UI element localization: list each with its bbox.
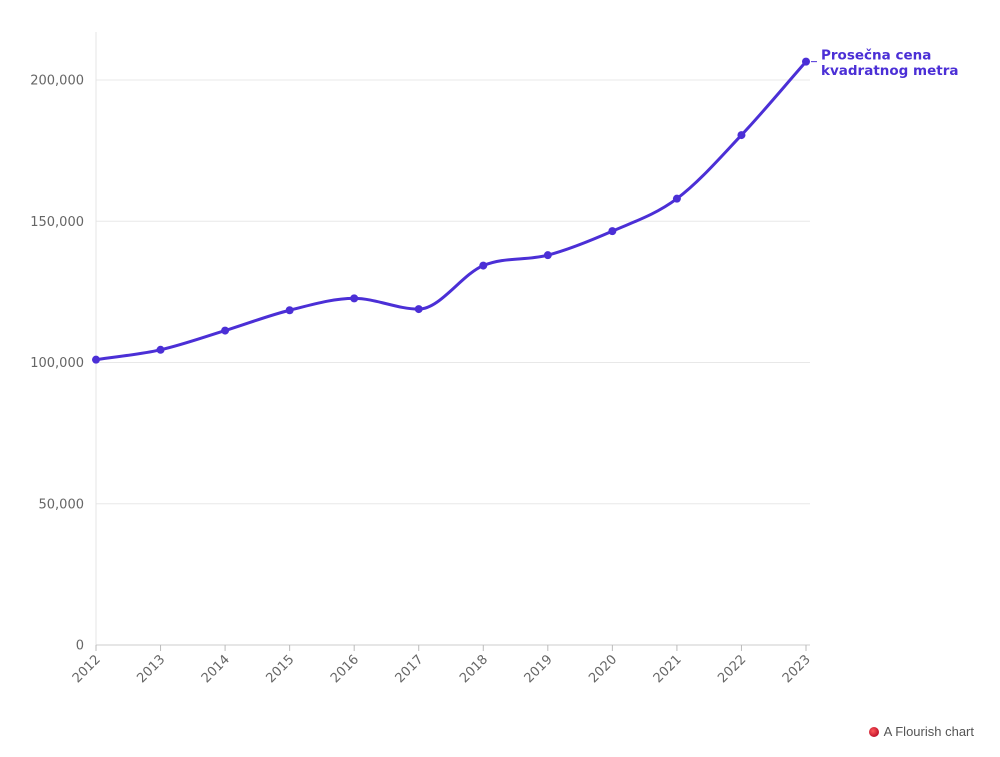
data-point[interactable]: [92, 355, 100, 364]
y-axis-ticks: 0 50,000 100,000 150,000 200,000: [30, 74, 84, 654]
data-point[interactable]: [285, 306, 294, 315]
x-tick-label: 2016: [328, 652, 362, 686]
series-line: [94, 60, 808, 362]
data-point[interactable]: [221, 326, 230, 335]
flourish-logo-icon: [868, 726, 879, 737]
data-point[interactable]: [414, 305, 423, 314]
data-point[interactable]: [350, 294, 359, 303]
x-tick-label: 2015: [263, 652, 297, 686]
series-lines: [94, 60, 808, 362]
x-tick-label: 2012: [70, 652, 104, 686]
axes: [95, 32, 810, 646]
y-tick-label: 100,000: [30, 356, 84, 371]
x-tick-label: 2021: [651, 652, 685, 686]
data-point[interactable]: [479, 261, 488, 270]
x-tick-label: 2022: [715, 652, 749, 686]
x-tick-label: 2014: [199, 652, 233, 686]
flourish-credit-link[interactable]: A Flourish chart: [868, 724, 974, 739]
data-point[interactable]: [672, 194, 681, 203]
x-tick-label: 2013: [134, 652, 168, 686]
data-point[interactable]: [802, 57, 810, 66]
data-point[interactable]: [543, 251, 552, 260]
y-tick-label: 200,000: [30, 74, 84, 89]
data-point[interactable]: [156, 345, 165, 354]
x-tick-label: 2019: [522, 652, 556, 686]
x-tick-label: 2020: [586, 652, 620, 686]
x-tick-label: 2017: [393, 652, 427, 686]
x-tick-label: 2018: [457, 652, 491, 686]
y-tick-label: 0: [76, 639, 84, 654]
series-points: [92, 57, 810, 364]
data-point[interactable]: [737, 131, 746, 140]
y-tick-label: 150,000: [30, 215, 84, 230]
flourish-credit-text: A Flourish chart: [883, 724, 974, 739]
x-tick-label: 2023: [780, 652, 814, 686]
series-labels: Prosečna cena kvadratnog metra: [811, 48, 958, 79]
data-point[interactable]: [608, 227, 617, 236]
series-label: Prosečna cena kvadratnog metra: [821, 48, 958, 79]
gridlines: [96, 79, 810, 505]
y-tick-label: 50,000: [39, 497, 85, 512]
x-axis-ticks: 2012 2013 2014 2015 2016 2017 2018 2019 2020 2021…: [70, 645, 814, 686]
